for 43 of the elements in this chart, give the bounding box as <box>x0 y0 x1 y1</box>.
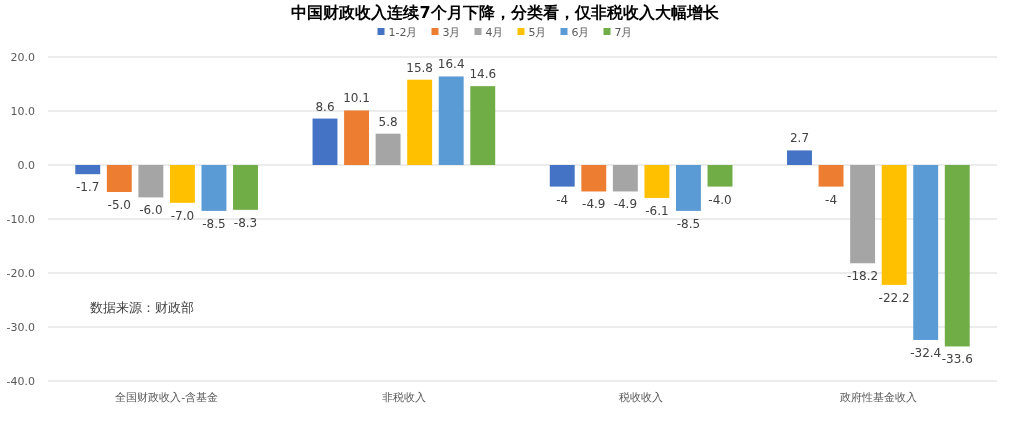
ytick: -20.0 <box>6 267 35 280</box>
value-label: 2.7 <box>789 131 810 146</box>
legend-label: 7月 <box>614 26 633 39</box>
legend-label: 5月 <box>528 26 547 39</box>
value-label: 14.6 <box>469 67 497 82</box>
legend-label: 3月 <box>442 26 461 39</box>
xtick: 全国财政收入-含基金 <box>115 391 219 404</box>
value-label: -4.9 <box>582 197 606 212</box>
ytick: -40.0 <box>6 375 35 388</box>
xtick: 非税收入 <box>381 391 426 404</box>
value-label: -6.0 <box>139 203 163 218</box>
value-label: -4 <box>556 192 569 207</box>
value-label: -4 <box>825 192 838 207</box>
legend-label: 1-2月 <box>388 26 418 39</box>
ytick: -30.0 <box>6 321 35 334</box>
value-label: 15.8 <box>406 60 433 75</box>
xtick: 税收收入 <box>619 391 664 404</box>
value-label: -5.0 <box>107 198 131 212</box>
title: 中国财政收入连续7个月下降，分类看，仅非税收入大幅增长 <box>291 3 719 22</box>
value-label: 8.6 <box>315 99 335 114</box>
value-label: -22.2 <box>878 290 910 305</box>
annotation: 数据来源：财政部 <box>90 300 194 315</box>
value-label: -18.2 <box>847 269 879 284</box>
value-label: -1.7 <box>76 180 100 195</box>
ytick: 20.0 <box>10 51 35 64</box>
value-label: -8.5 <box>202 216 226 231</box>
legend-label: 4月 <box>485 26 504 39</box>
value-label: 16.4 <box>437 57 465 72</box>
value-label: -4.9 <box>613 197 638 212</box>
legend-label: 6月 <box>571 26 590 39</box>
value-label: 5.8 <box>378 114 398 129</box>
ytick: 0.0 <box>17 159 35 172</box>
value-label: -33.6 <box>941 352 973 367</box>
value-label: -4.0 <box>708 192 732 207</box>
value-label: -6.1 <box>645 203 669 218</box>
ytick: 10.0 <box>10 105 35 118</box>
value-label: -7.0 <box>170 208 195 223</box>
value-label: -32.4 <box>910 345 942 360</box>
ytick: -10.0 <box>6 213 35 226</box>
xtick: 政府性基金收入 <box>839 391 917 404</box>
value-label: -8.3 <box>233 215 258 230</box>
value-label: 10.1 <box>343 91 370 106</box>
value-label: -8.5 <box>676 216 701 231</box>
